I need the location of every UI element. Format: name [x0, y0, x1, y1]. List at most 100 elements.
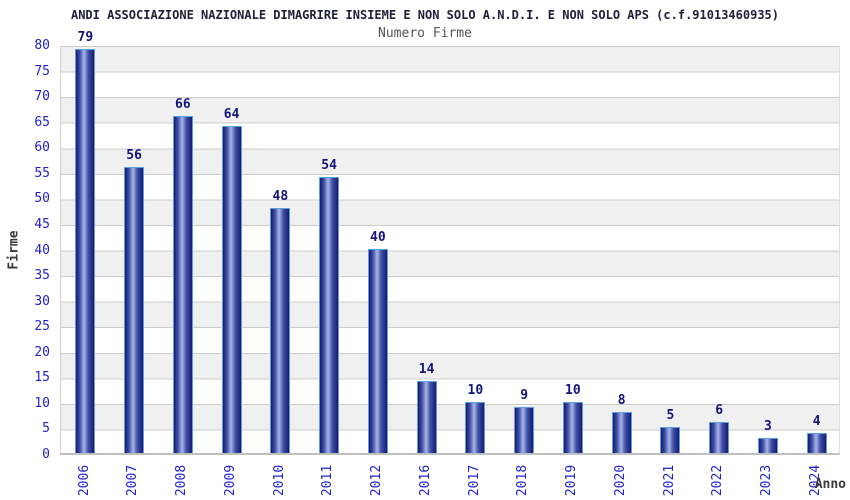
bar-slot-2006: 79	[61, 30, 110, 453]
x-tick-2022: 2022	[694, 460, 743, 500]
y-tick-label: 55	[34, 165, 50, 181]
bar-2008	[172, 115, 193, 453]
x-tick-label: 2016	[418, 464, 434, 496]
x-tick-2006: 2006	[60, 460, 109, 500]
x-tick-2017: 2017	[450, 460, 499, 500]
x-tick-2012: 2012	[353, 460, 402, 500]
y-tick-label: 75	[34, 63, 50, 79]
x-tick-label: 2022	[710, 464, 726, 496]
x-tick-2010: 2010	[255, 460, 304, 500]
y-tick-label: 0	[42, 447, 50, 462]
x-tick-2008: 2008	[158, 460, 207, 500]
value-label-2012: 40	[370, 229, 386, 245]
x-tick-label: 2008	[174, 464, 190, 496]
x-tick-2018: 2018	[499, 460, 548, 500]
value-label-2020: 8	[617, 393, 626, 409]
x-tick-label: 2019	[564, 464, 580, 496]
x-tick-label: 2007	[125, 464, 141, 496]
y-tick-label: 30	[34, 293, 50, 309]
value-label-2023: 3	[763, 418, 772, 434]
bar-2023	[757, 437, 778, 453]
y-tick-label: 35	[34, 268, 50, 284]
plot-area: 79 56 66 64 48 54 40 14 10 9 10 8 5 6 3 4	[60, 30, 841, 455]
bar-2010	[270, 207, 291, 453]
x-tick-label: 2018	[515, 464, 531, 496]
value-label-2022: 6	[715, 403, 724, 419]
x-tick-2016: 2016	[401, 460, 450, 500]
x-tick-label: 2011	[320, 464, 336, 496]
bar-2009	[221, 125, 242, 453]
x-tick-2021: 2021	[645, 460, 694, 500]
bar-slot-2017: 10	[451, 46, 500, 453]
value-label-2006: 79	[77, 30, 94, 46]
x-tick-label: 2020	[613, 464, 629, 496]
x-tick-2007: 2007	[109, 460, 158, 500]
y-tick-label: 5	[42, 421, 50, 437]
value-label-2024: 4	[812, 413, 821, 429]
bar-2022	[709, 422, 730, 453]
y-tick-label: 10	[34, 395, 50, 411]
bar-2011	[319, 176, 340, 453]
bar-slot-2007: 56	[110, 46, 159, 453]
x-tick-2023: 2023	[743, 460, 792, 500]
bar-2006	[75, 49, 96, 453]
y-tick-label: 50	[34, 191, 50, 207]
bar-2016	[416, 381, 437, 453]
value-label-2008: 66	[175, 96, 191, 112]
bar-slot-2016: 14	[402, 46, 451, 453]
x-tick-label: 2012	[369, 464, 385, 496]
x-axis-label: Anno	[814, 477, 846, 492]
y-tick-label: 60	[34, 140, 50, 156]
y-tick-label: 65	[34, 114, 50, 130]
bar-2007	[124, 166, 145, 453]
bar-2019	[562, 401, 583, 453]
x-tick-label: 2021	[661, 464, 677, 496]
bar-slot-2009: 64	[207, 46, 256, 453]
value-label-2007: 56	[126, 147, 142, 163]
bar-slot-2011: 54	[305, 46, 354, 453]
value-label-2018: 9	[520, 388, 529, 403]
chart-title: ANDI ASSOCIAZIONE NAZIONALE DIMAGRIRE IN…	[70, 8, 779, 22]
x-tick-2011: 2011	[304, 460, 353, 500]
bar-2012	[367, 248, 388, 453]
x-tick-label: 2006	[76, 464, 92, 496]
bar-slot-2021: 5	[646, 46, 695, 453]
value-label-2019: 10	[565, 382, 581, 398]
x-tick-label: 2009	[223, 464, 239, 496]
y-tick-label: 70	[34, 89, 50, 105]
bar-2018	[514, 407, 535, 453]
value-label-2016: 14	[418, 362, 435, 378]
bar-2021	[660, 427, 681, 453]
y-tick-label: 15	[34, 370, 50, 386]
value-label-2010: 48	[272, 188, 289, 204]
y-tick-label: 40	[34, 242, 50, 258]
value-label-2021: 5	[666, 408, 675, 424]
bar-slot-2008: 66	[159, 46, 208, 453]
bar-slot-2024: 4	[792, 46, 841, 453]
x-tick-label: 2017	[466, 464, 482, 496]
chart-subtitle: Numero Firme	[378, 26, 472, 41]
bar-slot-2018: 9	[500, 46, 549, 453]
x-tick-2009: 2009	[206, 460, 255, 500]
x-tick-2020: 2020	[596, 460, 645, 500]
x-tick-2019: 2019	[548, 460, 597, 500]
y-tick-label: 20	[34, 344, 50, 360]
value-label-2011: 54	[321, 157, 337, 173]
value-label-2009: 64	[223, 106, 240, 122]
bar-2017	[465, 401, 486, 453]
bar-2020	[611, 412, 632, 453]
value-label-2017: 10	[467, 382, 484, 398]
x-axis-ticks: 2006 2007 2008 2009 2010 2011 2012 2016 2017 2018…	[60, 460, 840, 500]
bar-slot-2020: 8	[597, 46, 646, 453]
bar-slot-2022: 6	[695, 46, 744, 453]
y-tick-label: 25	[34, 319, 50, 335]
bar-2024	[806, 432, 827, 453]
x-tick-label: 2023	[759, 464, 775, 496]
bar-slot-2019: 10	[549, 46, 598, 453]
y-tick-label: 80	[34, 38, 50, 53]
bar-slot-2023: 3	[744, 46, 793, 453]
bar-slot-2012: 40	[354, 46, 403, 453]
bar-slot-2010: 48	[256, 46, 305, 453]
y-tick-label: 45	[34, 216, 50, 232]
